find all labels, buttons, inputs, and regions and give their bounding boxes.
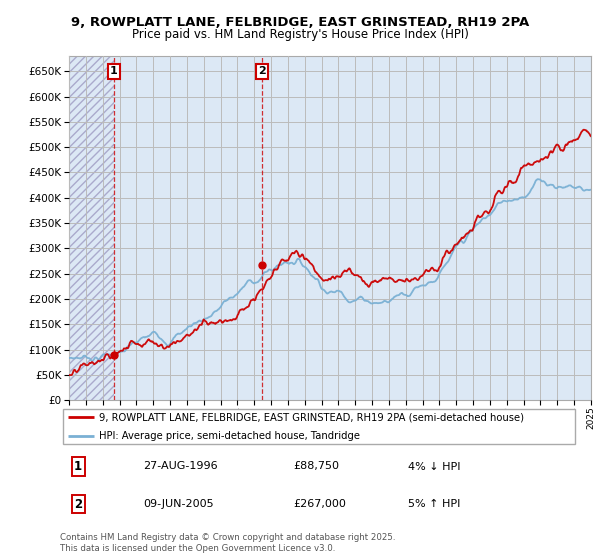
Text: 4% ↓ HPI: 4% ↓ HPI [408, 461, 460, 472]
Text: £267,000: £267,000 [293, 499, 346, 509]
Text: £88,750: £88,750 [293, 461, 340, 472]
FancyBboxPatch shape [62, 409, 575, 444]
Text: 09-JUN-2005: 09-JUN-2005 [143, 499, 214, 509]
Text: Price paid vs. HM Land Registry's House Price Index (HPI): Price paid vs. HM Land Registry's House … [131, 28, 469, 41]
Text: Contains HM Land Registry data © Crown copyright and database right 2025.
This d: Contains HM Land Registry data © Crown c… [60, 533, 395, 553]
Text: 1: 1 [110, 67, 118, 77]
Bar [69, 56, 113, 400]
Text: 2: 2 [74, 498, 82, 511]
Text: HPI: Average price, semi-detached house, Tandridge: HPI: Average price, semi-detached house,… [99, 431, 360, 441]
Text: 27-AUG-1996: 27-AUG-1996 [143, 461, 218, 472]
Text: 1: 1 [74, 460, 82, 473]
Text: 2: 2 [258, 67, 266, 77]
Text: 5% ↑ HPI: 5% ↑ HPI [408, 499, 460, 509]
Text: 9, ROWPLATT LANE, FELBRIDGE, EAST GRINSTEAD, RH19 2PA (semi-detached house): 9, ROWPLATT LANE, FELBRIDGE, EAST GRINST… [99, 412, 524, 422]
Text: 9, ROWPLATT LANE, FELBRIDGE, EAST GRINSTEAD, RH19 2PA: 9, ROWPLATT LANE, FELBRIDGE, EAST GRINST… [71, 16, 529, 29]
